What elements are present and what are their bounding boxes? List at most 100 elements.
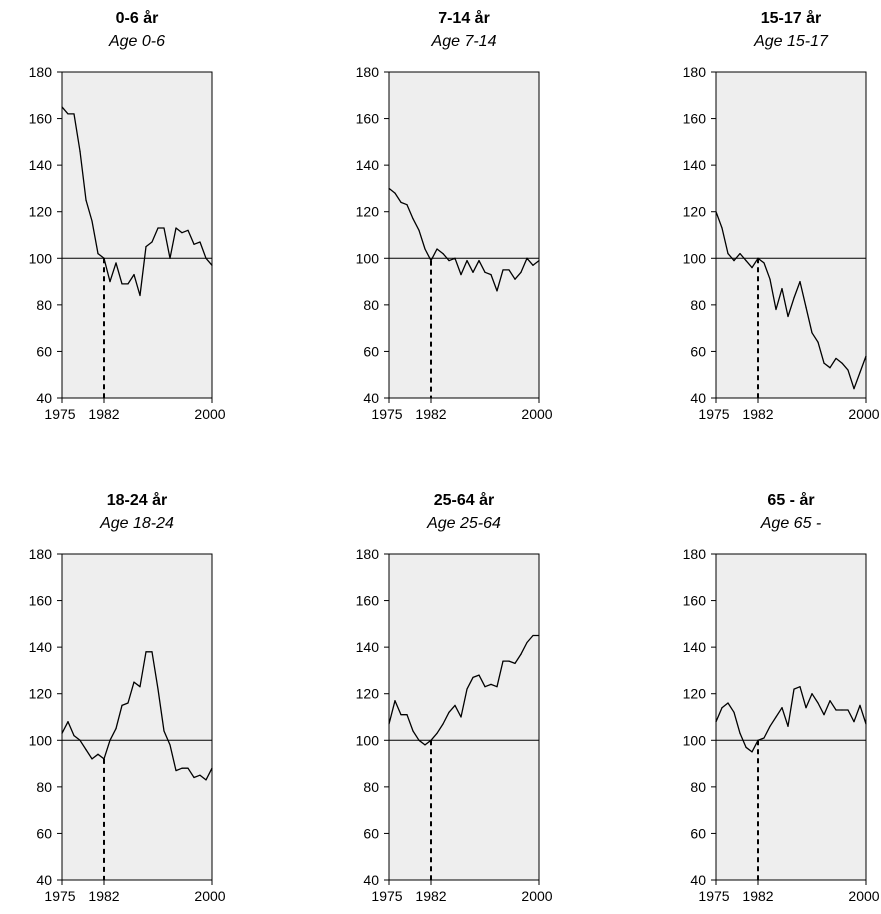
x-tick-label: 2000 [848, 406, 879, 422]
data-point [430, 260, 432, 262]
chart-subtitle: Age 18-24 [100, 515, 174, 532]
data-point [715, 721, 717, 723]
data-point [151, 241, 153, 243]
y-tick-label: 180 [356, 546, 380, 562]
data-point [763, 262, 765, 264]
data-point [412, 218, 414, 220]
data-point [139, 686, 141, 688]
data-point [67, 113, 69, 115]
data-point [157, 227, 159, 229]
data-point [526, 257, 528, 259]
series-line [388, 634, 539, 746]
data-point [496, 686, 498, 688]
data-point [520, 653, 522, 655]
x-tick-label: 2000 [194, 406, 225, 422]
data-point [199, 774, 201, 776]
data-point [739, 253, 741, 255]
data-point [508, 660, 510, 662]
data-point [91, 220, 93, 222]
data-point [490, 683, 492, 685]
data-point [484, 686, 486, 688]
data-point [157, 688, 159, 690]
x-tick-label: 1975 [698, 406, 729, 422]
data-point [829, 700, 831, 702]
chart-title: 15-17 år [760, 10, 822, 27]
data-point [133, 273, 135, 276]
data-point [430, 739, 432, 741]
data-point [436, 732, 438, 734]
data-point [502, 269, 504, 271]
y-tick-label: 180 [683, 546, 707, 562]
data-point [721, 227, 723, 229]
data-point [859, 704, 861, 706]
data-point [169, 257, 171, 259]
y-tick-label: 40 [690, 872, 706, 888]
data-point [805, 306, 807, 308]
data-point [847, 709, 849, 711]
data-point [442, 253, 444, 255]
y-tick-label: 160 [683, 111, 707, 127]
data-point [169, 744, 171, 746]
data-point [61, 732, 63, 734]
y-tick-label: 40 [363, 872, 379, 888]
series-line [61, 106, 213, 297]
y-tick-label: 140 [683, 157, 707, 173]
y-tick-label: 100 [356, 250, 380, 266]
x-tick-label: 1982 [415, 888, 446, 904]
data-point [424, 744, 426, 746]
data-point [193, 776, 195, 779]
data-point [199, 241, 201, 243]
data-point [721, 707, 723, 709]
data-point [418, 229, 420, 231]
y-tick-label: 40 [363, 390, 379, 406]
data-point [853, 388, 855, 390]
y-tick-label: 100 [29, 250, 53, 266]
data-point [829, 367, 831, 369]
data-point [388, 723, 390, 725]
data-point [400, 714, 402, 716]
chart-panel: 15-17 år Age 15-17 40 60 80 100 120 140 160 180 19… [654, 0, 880, 422]
data-point [454, 704, 456, 706]
x-tick-label: 1982 [415, 406, 446, 422]
chart-subtitle: Age 7-14 [431, 33, 497, 50]
data-point [472, 271, 474, 273]
data-point [841, 709, 843, 711]
data-point [121, 704, 123, 706]
y-tick-label: 40 [690, 390, 706, 406]
data-point [73, 735, 75, 737]
x-tick-label: 1975 [44, 888, 75, 904]
data-point [733, 711, 735, 713]
data-point [109, 739, 111, 741]
data-point [781, 287, 783, 290]
data-point [460, 716, 462, 718]
data-point [823, 714, 825, 716]
chart-subtitle: Age 65 - [760, 515, 822, 532]
x-tick-label: 2000 [521, 406, 552, 422]
data-point [466, 688, 468, 690]
data-point [400, 201, 402, 203]
plot-area [61, 71, 213, 399]
data-point [865, 355, 867, 357]
data-point [394, 192, 396, 194]
data-point [448, 711, 450, 713]
y-tick-label: 180 [356, 64, 380, 80]
data-point [115, 262, 117, 264]
x-tick-label: 1982 [742, 888, 773, 904]
series-line [715, 211, 867, 390]
data-point [484, 271, 486, 273]
y-tick-label: 140 [356, 639, 380, 655]
chart-title: 65 - år [767, 492, 815, 509]
data-point [775, 716, 777, 718]
data-point [472, 676, 474, 679]
y-tick-label: 180 [29, 546, 53, 562]
data-point [73, 113, 75, 115]
data-point [769, 278, 771, 280]
data-point [424, 248, 426, 250]
data-point [841, 362, 843, 364]
y-tick-label: 120 [683, 204, 707, 220]
y-tick-label: 80 [690, 779, 706, 795]
data-point [853, 721, 855, 723]
data-point [406, 204, 408, 206]
x-tick-label: 1975 [44, 406, 75, 422]
line-chart: 40 60 80 100 120 140 160 180 1975 1982 2000 [29, 64, 226, 422]
